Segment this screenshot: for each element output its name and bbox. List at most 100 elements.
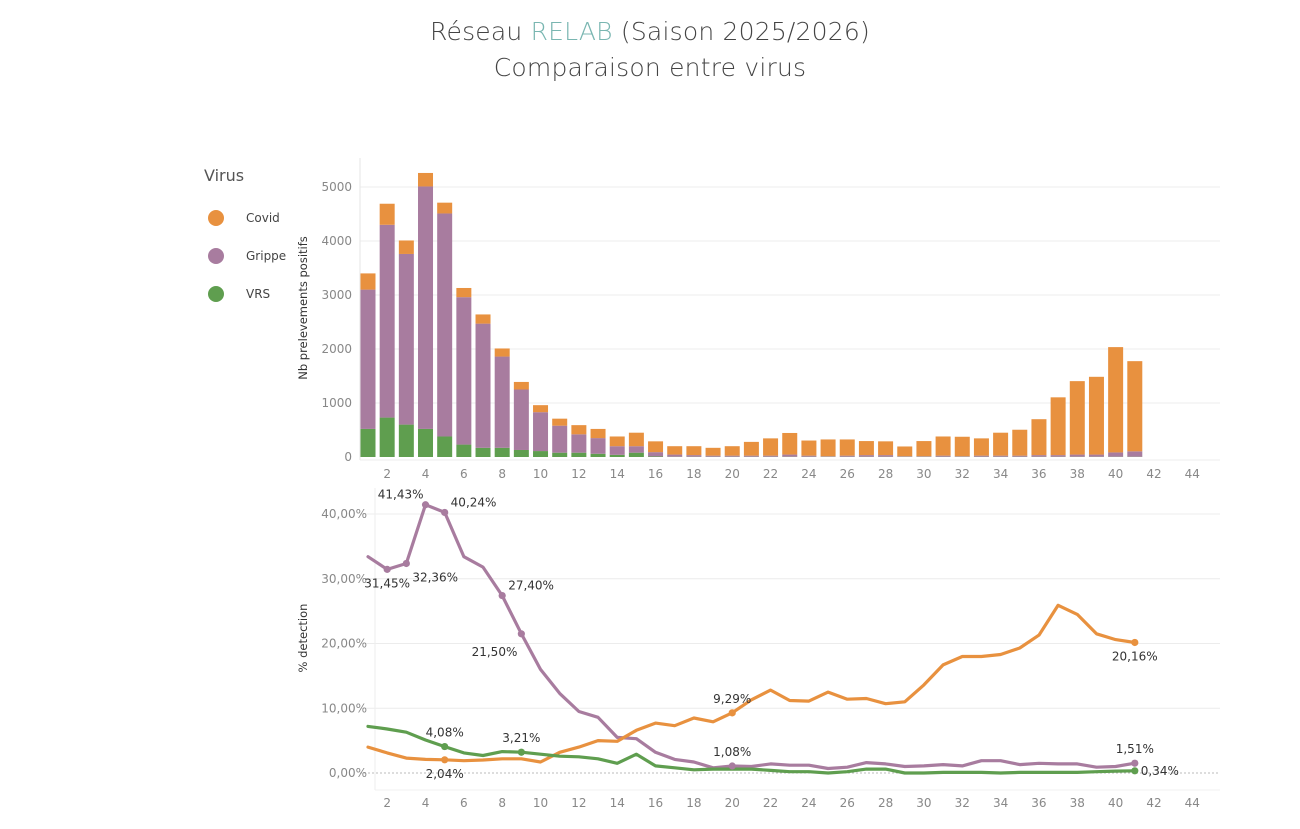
bar-segment-grippe: [686, 455, 702, 457]
line-x-tick-label: 14: [610, 796, 625, 810]
data-point-vrs: [441, 742, 449, 751]
bar-segment-grippe: [1012, 455, 1028, 457]
legend-dot-vrs-icon: [208, 286, 224, 302]
chart-title: Réseau RELAB (Saison 2025/2026) Comparai…: [0, 14, 1300, 86]
bar-segment-covid: [494, 348, 510, 357]
line-x-tick-label: 18: [686, 796, 701, 810]
bar-segment-grippe: [609, 446, 625, 455]
line-x-tick-label: 12: [571, 796, 586, 810]
bar-segment-covid: [820, 439, 836, 457]
line-y-axis-title: % detection: [296, 604, 310, 673]
line-x-tick-label: 6: [460, 796, 468, 810]
bar-x-tick-label: 12: [571, 467, 586, 481]
line-y-tick-label: 40,00%: [321, 507, 367, 521]
data-label-grippe: 40,24%: [451, 495, 497, 509]
bar-segment-grippe: [456, 297, 472, 445]
bar-segment-grippe: [954, 456, 970, 457]
bar-segment-covid: [839, 439, 855, 456]
bar-x-tick-label: 32: [955, 467, 970, 481]
legend-item-covid[interactable]: Covid: [204, 199, 286, 237]
bar-segment-vrs: [437, 436, 453, 457]
bar-segment-covid: [916, 441, 932, 457]
bar-segment-vrs: [609, 454, 625, 457]
legend-title: Virus: [204, 166, 245, 185]
bar-segment-grippe: [993, 455, 1009, 457]
bar-y-tick-label: 5000: [321, 180, 352, 194]
bar-segment-covid: [648, 441, 664, 453]
bar-segment-grippe: [858, 455, 874, 457]
bar-segment-grippe: [667, 454, 683, 457]
data-point-grippe: [441, 508, 449, 517]
bar-segment-covid: [763, 438, 779, 456]
bar-segment-grippe: [379, 224, 395, 418]
bar-segment-grippe: [571, 434, 587, 453]
bar-segment-grippe: [1127, 451, 1143, 457]
line-y-tick-label: 30,00%: [321, 572, 367, 586]
bar-segment-covid: [1012, 429, 1028, 456]
bar-segment-grippe: [705, 455, 721, 457]
bar-segment-grippe: [590, 438, 606, 454]
bar-y-tick-label: 3000: [321, 288, 352, 302]
line-x-tick-label: 4: [422, 796, 430, 810]
bar-segment-grippe: [437, 213, 453, 437]
bar-segment-covid: [897, 446, 913, 457]
bar-segment-grippe: [724, 455, 740, 457]
bar-segment-vrs: [552, 452, 568, 457]
bar-segment-vrs: [571, 452, 587, 457]
bar-x-tick-label: 20: [725, 467, 740, 481]
bar-x-tick-label: 18: [686, 467, 701, 481]
bar-segment-grippe: [935, 455, 951, 457]
line-x-tick-label: 42: [1146, 796, 1161, 810]
line-x-tick-label: 24: [801, 796, 816, 810]
title-accent-relab: RELAB: [530, 17, 613, 46]
bar-segment-grippe: [897, 456, 913, 457]
line-series-grippe: [366, 503, 1137, 771]
bar-segment-grippe: [782, 454, 798, 457]
bar-segment-covid: [456, 287, 472, 298]
bar-y-tick-label: 0: [344, 450, 352, 464]
data-label-vrs: 3,21%: [502, 731, 540, 745]
bar-segment-grippe: [1108, 452, 1124, 457]
bar-segment-covid: [782, 432, 798, 455]
legend: Virus Covid Grippe VRS: [204, 166, 286, 313]
bar-segment-covid: [533, 405, 549, 413]
bar-x-tick-label: 8: [498, 467, 506, 481]
bar-segment-covid: [379, 203, 395, 225]
line-y-tick-label: 0,00%: [329, 766, 367, 780]
line-x-tick-label: 44: [1185, 796, 1200, 810]
bar-segment-covid: [571, 425, 587, 435]
data-label-grippe: 32,36%: [412, 570, 458, 584]
bar-segment-covid: [360, 273, 376, 290]
data-label-grippe: 21,50%: [472, 645, 518, 659]
bar-segment-vrs: [456, 444, 472, 457]
bar-segment-covid: [1031, 419, 1047, 456]
line-x-tick-label: 10: [533, 796, 548, 810]
bar-segment-covid: [973, 438, 989, 456]
legend-item-grippe[interactable]: Grippe: [204, 237, 286, 275]
bar-x-tick-label: 28: [878, 467, 893, 481]
bar-segment-grippe: [628, 446, 644, 453]
bar-x-tick-label: 6: [460, 467, 468, 481]
bar-segment-grippe: [418, 186, 434, 429]
bar-segment-vrs: [648, 456, 664, 457]
bar-x-tick-label: 30: [916, 467, 931, 481]
bar-segment-covid: [1088, 376, 1104, 455]
bar-x-tick-label: 26: [840, 467, 855, 481]
line-x-tick-label: 16: [648, 796, 663, 810]
data-point-grippe: [498, 591, 506, 600]
data-point-covid: [1131, 638, 1139, 647]
data-point-covid: [441, 756, 449, 764]
bar-segment-grippe: [1050, 455, 1066, 457]
legend-item-vrs[interactable]: VRS: [204, 275, 286, 313]
bar-segment-grippe: [533, 412, 549, 452]
bar-segment-covid: [705, 447, 721, 456]
bar-segment-covid: [1127, 361, 1143, 452]
bar-segment-covid: [743, 441, 759, 456]
bar-x-tick-label: 38: [1070, 467, 1085, 481]
title-prefix: Réseau: [430, 17, 523, 46]
legend-label-vrs: VRS: [246, 287, 271, 301]
bar-y-axis-title: Nb prelevements positifs: [296, 236, 310, 380]
bar-segment-covid: [398, 240, 414, 254]
data-point-grippe: [728, 762, 736, 770]
data-point-grippe: [383, 565, 391, 573]
